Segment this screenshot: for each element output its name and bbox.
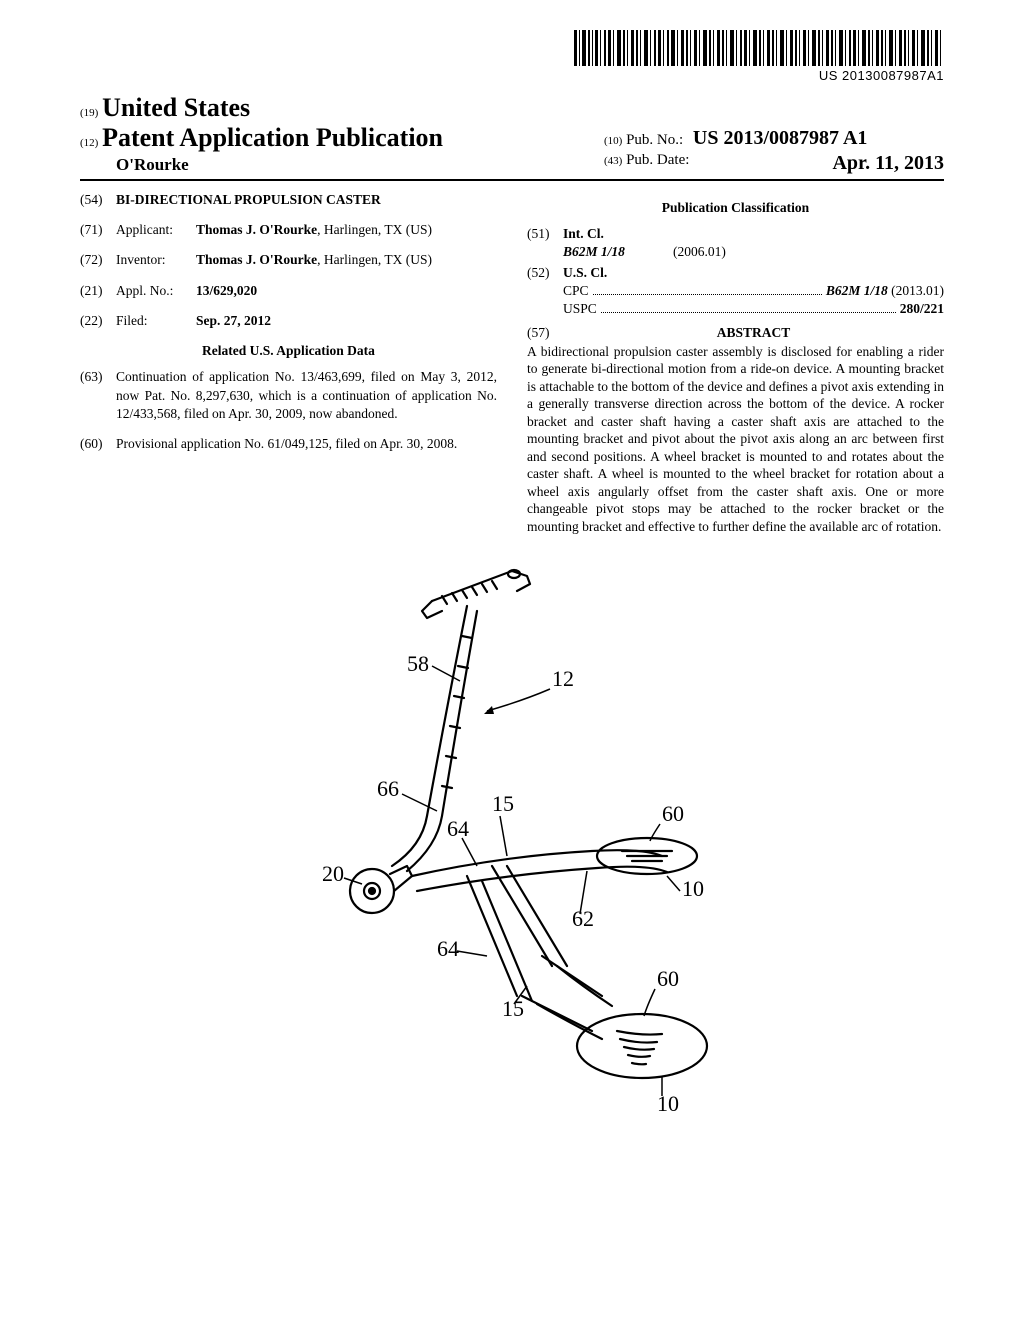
- fig-label-60b: 60: [657, 966, 679, 991]
- header-block: (19) United States (12) Patent Applicati…: [80, 93, 944, 181]
- author-name: O'Rourke: [80, 155, 443, 175]
- pubdate-label: Pub. Date:: [626, 152, 689, 168]
- cpc-label: CPC: [563, 282, 589, 300]
- left-column: (54) BI-DIRECTIONAL PROPULSION CASTER (7…: [80, 191, 497, 536]
- fig-label-64b: 64: [437, 936, 459, 961]
- code-21: (21): [80, 282, 116, 300]
- code-43: (43): [604, 155, 622, 167]
- two-column-body: (54) BI-DIRECTIONAL PROPULSION CASTER (7…: [80, 191, 944, 536]
- fig-label-15b: 15: [502, 996, 524, 1021]
- fig-label-64a: 64: [447, 816, 469, 841]
- abstract-text: A bidirectional propulsion caster assemb…: [527, 343, 944, 536]
- patent-page: US 20130087987A1 (19) United States (12)…: [0, 0, 1024, 1320]
- inventor-loc: , Harlingen, TX (US): [317, 252, 432, 267]
- patent-figure: 58 12 66 15 64 20 60 62 10 64: [80, 556, 944, 1121]
- intcl-class: B62M 1/18: [563, 243, 673, 261]
- code-12: (12): [80, 137, 98, 149]
- continuation-text: Continuation of application No. 13/463,6…: [116, 368, 497, 423]
- filed-value: Sep. 27, 2012: [196, 312, 497, 330]
- applicant-loc: , Harlingen, TX (US): [317, 222, 432, 237]
- country: United States: [102, 93, 250, 122]
- code-63: (63): [80, 368, 116, 423]
- fig-label-20: 20: [322, 861, 344, 886]
- inventor-name: Thomas J. O'Rourke: [196, 252, 317, 267]
- fig-label-12: 12: [552, 666, 574, 691]
- barcode: US 20130087987A1: [574, 30, 944, 83]
- abstract-label: ABSTRACT: [563, 324, 944, 342]
- uspc-value: 280/221: [900, 300, 944, 318]
- header-left: (19) United States (12) Patent Applicati…: [80, 93, 443, 175]
- intcl-date: (2006.01): [673, 243, 726, 261]
- fig-label-60a: 60: [662, 801, 684, 826]
- classification-block: (51) Int. Cl. B62M 1/18 (2006.01) (52) U…: [527, 225, 944, 318]
- cpc-value: B62M 1/18: [826, 283, 888, 298]
- invention-title: BI-DIRECTIONAL PROPULSION CASTER: [116, 191, 497, 209]
- applicant-name: Thomas J. O'Rourke: [196, 222, 317, 237]
- fig-label-58: 58: [407, 651, 429, 676]
- code-54: (54): [80, 191, 116, 209]
- pubdate-value: Apr. 11, 2013: [832, 152, 944, 175]
- applno-label: Appl. No.:: [116, 282, 196, 300]
- fig-label-15a: 15: [492, 791, 514, 816]
- applicant-label: Applicant:: [116, 221, 196, 239]
- related-data-title: Related U.S. Application Data: [80, 342, 497, 360]
- code-51: (51): [527, 225, 563, 261]
- classification-title: Publication Classification: [527, 199, 944, 217]
- pubno-label: Pub. No.:: [626, 132, 683, 148]
- code-52: (52): [527, 264, 563, 319]
- inventor-label: Inventor:: [116, 251, 196, 269]
- provisional-text: Provisional application No. 61/049,125, …: [116, 435, 497, 453]
- barcode-area: US 20130087987A1: [80, 30, 944, 85]
- fig-label-62: 62: [572, 906, 594, 931]
- cpc-date: (2013.01): [888, 283, 944, 298]
- code-10: (10): [604, 135, 622, 147]
- fig-label-66: 66: [377, 776, 399, 801]
- intcl-label: Int. Cl.: [563, 225, 944, 243]
- header-right: (10) Pub. No.: US 2013/0087987 A1 (43) P…: [604, 127, 944, 175]
- uscl-label: U.S. Cl.: [563, 264, 944, 282]
- code-71: (71): [80, 221, 116, 239]
- code-72: (72): [80, 251, 116, 269]
- code-22: (22): [80, 312, 116, 330]
- fig-label-10b: 10: [657, 1091, 679, 1116]
- code-60: (60): [80, 435, 116, 453]
- filed-label: Filed:: [116, 312, 196, 330]
- applno-value: 13/629,020: [196, 282, 497, 300]
- barcode-number: US 20130087987A1: [574, 68, 944, 83]
- uspc-label: USPC: [563, 300, 597, 318]
- fig-label-10a: 10: [682, 876, 704, 901]
- right-column: Publication Classification (51) Int. Cl.…: [527, 191, 944, 536]
- pubno-value: US 2013/0087987 A1: [693, 127, 867, 149]
- code-57: (57): [527, 324, 563, 342]
- code-19: (19): [80, 107, 98, 119]
- doc-type: Patent Application Publication: [102, 123, 443, 152]
